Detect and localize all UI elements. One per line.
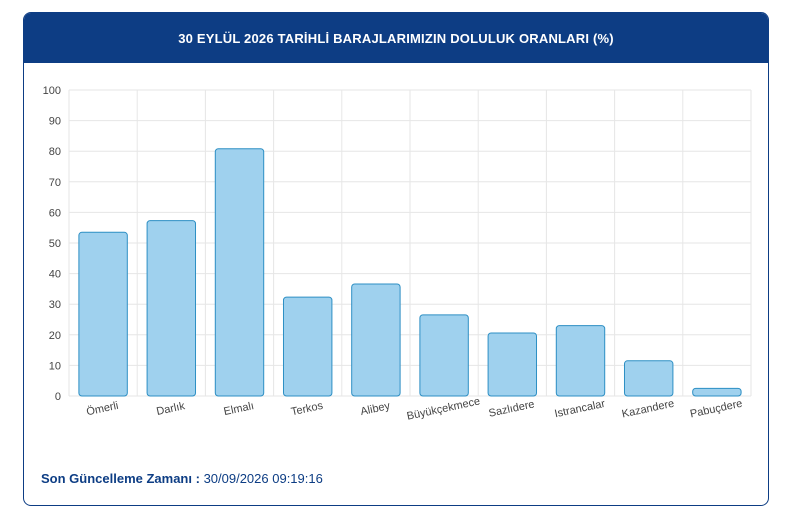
y-tick-label: 10	[49, 360, 61, 372]
y-axis-ticks: 0 10 20 30 40 50 60 70 80 90 100	[43, 85, 61, 403]
x-tick-label: Alibey	[359, 400, 391, 418]
x-tick-label: Büyükçekmece	[406, 395, 481, 422]
last-updated: Son Güncelleme Zamanı : 30/09/2026 09:19…	[41, 471, 323, 486]
bar[interactable]	[351, 283, 401, 397]
bar[interactable]	[282, 296, 333, 397]
bar[interactable]	[692, 387, 742, 397]
bars	[78, 148, 742, 397]
bar[interactable]	[78, 231, 128, 397]
x-tick-label: Istrancalar	[554, 398, 607, 420]
bar[interactable]	[214, 148, 265, 397]
y-tick-label: 90	[49, 116, 61, 128]
x-tick-label: Terkos	[290, 400, 325, 419]
x-tick-label: Pabuçdere	[689, 398, 744, 421]
last-updated-value: 30/09/2026 09:19:16	[203, 471, 323, 486]
y-tick-label: 100	[43, 85, 61, 97]
x-tick-label: Elmalı	[223, 400, 255, 418]
bar-chart: 0 10 20 30 40 50 60 70 80 90 100 Ömerli Darlık Elmal…	[43, 85, 752, 423]
bar[interactable]	[419, 314, 469, 397]
grid-lines	[68, 89, 752, 397]
x-tick-label: Kazandere	[621, 398, 676, 421]
x-axis-ticks: Ömerli Darlık Elmalı Terkos Alibey Büyükçekme…	[85, 395, 743, 422]
y-tick-label: 40	[49, 269, 61, 281]
bar[interactable]	[487, 332, 538, 397]
x-tick-label: Darlık	[155, 400, 186, 418]
chart-card: 30 EYLÜL 2026 TARİHLİ BARAJLARIMIZIN DOL…	[23, 12, 769, 506]
y-tick-label: 70	[49, 177, 61, 189]
x-tick-label: Sazlıdere	[488, 398, 536, 419]
x-tick-label: Ömerli	[85, 400, 119, 418]
y-tick-label: 30	[49, 299, 61, 311]
y-tick-label: 60	[49, 207, 61, 219]
bar[interactable]	[623, 360, 674, 397]
y-tick-label: 0	[55, 391, 61, 403]
last-updated-label: Son Güncelleme Zamanı :	[41, 471, 200, 486]
bar[interactable]	[555, 325, 606, 397]
chart-title: 30 EYLÜL 2026 TARİHLİ BARAJLARIMIZIN DOL…	[24, 13, 768, 63]
y-tick-label: 80	[49, 146, 61, 158]
y-tick-label: 50	[49, 238, 61, 250]
bar[interactable]	[146, 220, 197, 397]
y-tick-label: 20	[49, 330, 61, 342]
